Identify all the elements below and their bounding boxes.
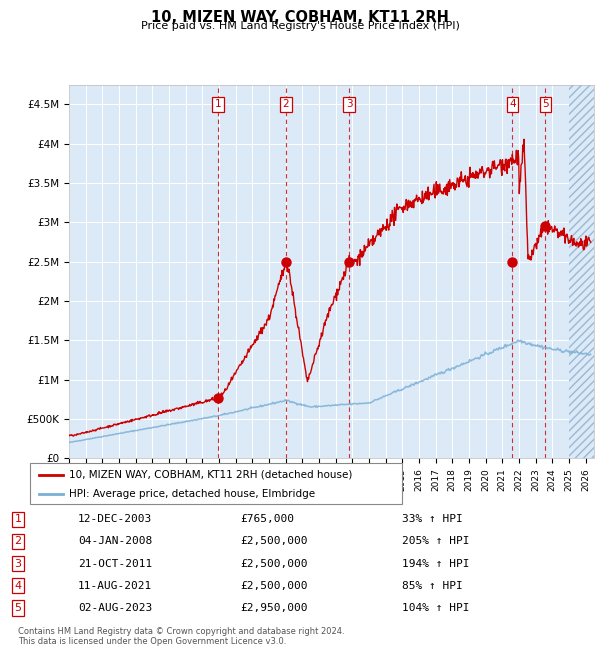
Text: £2,950,000: £2,950,000: [240, 603, 308, 613]
Text: 10, MIZEN WAY, COBHAM, KT11 2RH (detached house): 10, MIZEN WAY, COBHAM, KT11 2RH (detache…: [69, 470, 352, 480]
Text: 3: 3: [346, 99, 352, 109]
Text: £2,500,000: £2,500,000: [240, 580, 308, 591]
Text: HPI: Average price, detached house, Elmbridge: HPI: Average price, detached house, Elmb…: [69, 489, 315, 499]
Text: 2: 2: [283, 99, 289, 109]
Text: 85% ↑ HPI: 85% ↑ HPI: [402, 580, 463, 591]
Text: 4: 4: [509, 99, 516, 109]
Text: 02-AUG-2023: 02-AUG-2023: [78, 603, 152, 613]
Text: £765,000: £765,000: [240, 514, 294, 525]
Text: 33% ↑ HPI: 33% ↑ HPI: [402, 514, 463, 525]
Text: 04-JAN-2008: 04-JAN-2008: [78, 536, 152, 547]
Text: 11-AUG-2021: 11-AUG-2021: [78, 580, 152, 591]
Text: Contains HM Land Registry data © Crown copyright and database right 2024.
This d: Contains HM Land Registry data © Crown c…: [18, 627, 344, 646]
Text: Price paid vs. HM Land Registry's House Price Index (HPI): Price paid vs. HM Land Registry's House …: [140, 21, 460, 31]
Text: 12-DEC-2003: 12-DEC-2003: [78, 514, 152, 525]
Text: 104% ↑ HPI: 104% ↑ HPI: [402, 603, 470, 613]
Text: 4: 4: [14, 580, 22, 591]
Text: 21-OCT-2011: 21-OCT-2011: [78, 558, 152, 569]
Text: 5: 5: [542, 99, 549, 109]
Text: 10, MIZEN WAY, COBHAM, KT11 2RH: 10, MIZEN WAY, COBHAM, KT11 2RH: [151, 10, 449, 25]
Text: £2,500,000: £2,500,000: [240, 558, 308, 569]
Text: 205% ↑ HPI: 205% ↑ HPI: [402, 536, 470, 547]
Text: £2,500,000: £2,500,000: [240, 536, 308, 547]
Text: 5: 5: [14, 603, 22, 613]
Bar: [569, 84, 600, 458]
Text: 2: 2: [14, 536, 22, 547]
Text: 1: 1: [14, 514, 22, 525]
Text: 1: 1: [215, 99, 221, 109]
Text: 3: 3: [14, 558, 22, 569]
Text: 194% ↑ HPI: 194% ↑ HPI: [402, 558, 470, 569]
